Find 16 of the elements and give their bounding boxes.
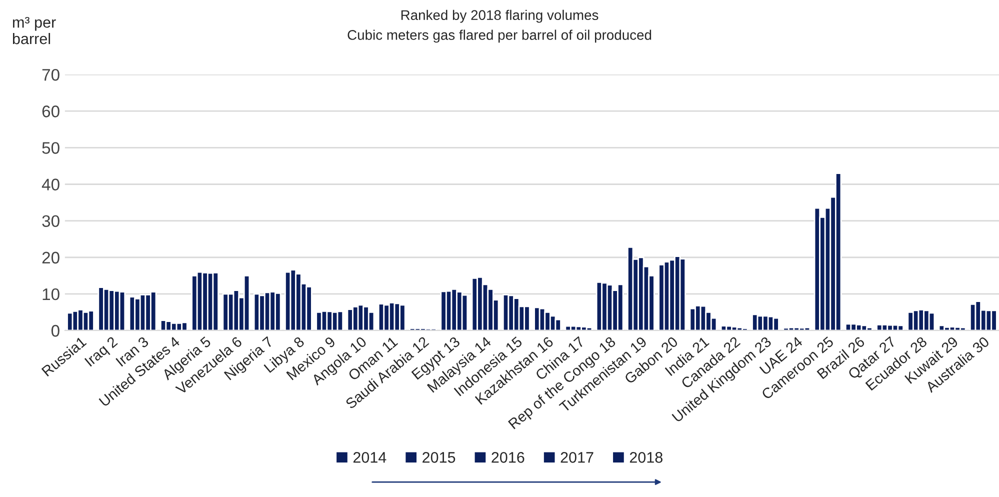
legend-label: 2018 xyxy=(630,452,662,463)
y-tick-label: 10 xyxy=(42,288,60,300)
y-tick-label: 70 xyxy=(42,68,60,81)
y-tick-label: 20 xyxy=(42,252,60,264)
y-tick-label: 0 xyxy=(51,324,60,337)
y-tick-label: 60 xyxy=(42,106,60,118)
y-tick-label: 30 xyxy=(42,215,60,228)
legend-label: 2017 xyxy=(560,452,594,463)
chart-title: Ranked by 2018 flaring volumes xyxy=(401,10,598,23)
y-tick-label: 50 xyxy=(42,142,60,154)
legend-label: 2015 xyxy=(422,452,456,463)
y-tick-label: 40 xyxy=(42,178,60,190)
chart-subtitle: Cubic meters gas flared per barrel of oil produced xyxy=(348,30,652,43)
legend-label: 2014 xyxy=(353,452,386,463)
y-axis-title: m³ per barrel xyxy=(12,16,56,44)
legend-label: 2016 xyxy=(492,452,524,463)
